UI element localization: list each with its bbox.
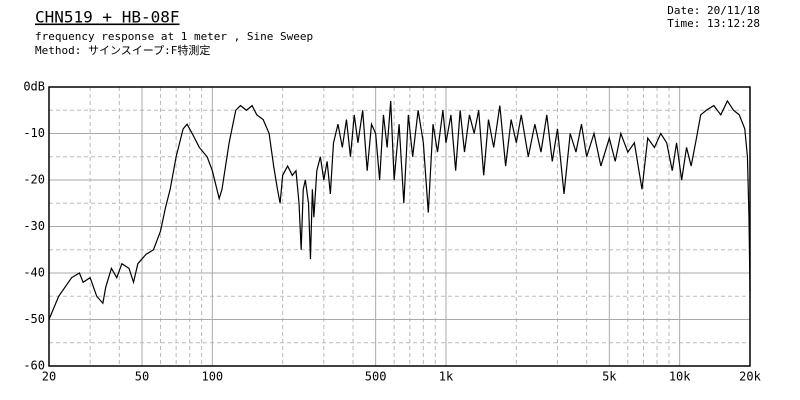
y-tick-label: -40: [23, 266, 45, 280]
y-tick-label: -60: [23, 359, 45, 373]
plot-frame: [48, 86, 751, 367]
x-tick-label: 500: [365, 370, 387, 384]
x-tick-label: 50: [135, 370, 149, 384]
x-tick-label: 5k: [602, 370, 617, 384]
time-label: Time: 13:12:28: [667, 17, 760, 30]
x-tick-label: 10k: [669, 370, 691, 384]
y-tick-label: -30: [23, 219, 45, 233]
chart-subtitle: frequency response at 1 meter , Sine Swe…: [35, 30, 313, 43]
x-tick-label: 20k: [739, 370, 761, 384]
y-tick-label: 0dB: [23, 80, 45, 94]
x-tick-label: 100: [201, 370, 223, 384]
response-line: [48, 99, 751, 320]
method-label: Method: サインスイープ:F特測定: [35, 43, 210, 57]
y-tick-label: -50: [23, 312, 45, 326]
date-label: Date: 20/11/18: [667, 4, 760, 17]
y-tick-label: -20: [23, 173, 45, 187]
x-tick-label: 1k: [439, 370, 454, 384]
x-tick-label: 20: [42, 370, 56, 384]
y-tick-label: -10: [23, 126, 45, 140]
chart-title: CHN519 + HB-08F: [35, 8, 180, 27]
